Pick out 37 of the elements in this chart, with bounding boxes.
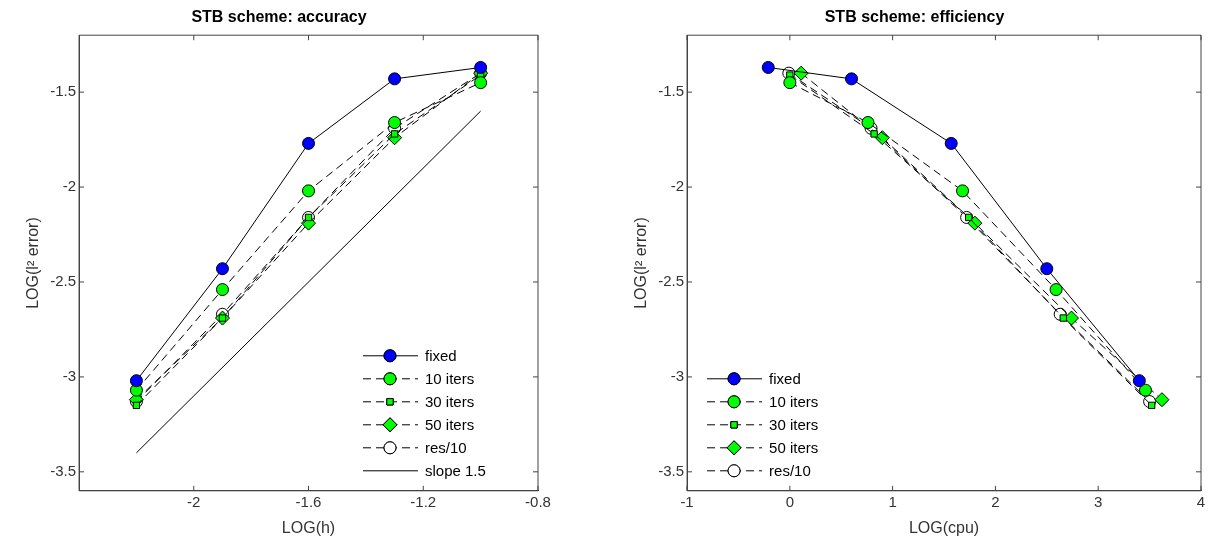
x-tick-label: 1 xyxy=(888,492,897,510)
legend-label: res/10 xyxy=(425,438,467,456)
y-tick-label: -2 xyxy=(62,177,77,195)
legend-label: res/10 xyxy=(769,461,811,479)
x-tick-label: -1.2 xyxy=(410,492,437,510)
x-tick-label: -2 xyxy=(187,492,201,510)
x-tick-label: 4 xyxy=(1196,492,1206,510)
legend-label: fixed xyxy=(425,346,457,364)
x-axis-title: LOG(cpu) xyxy=(908,518,980,536)
x-tick-label: -1 xyxy=(680,492,694,510)
legend-label: 10 iters xyxy=(425,369,475,387)
y-tick-label: -2.5 xyxy=(50,272,77,290)
legend-label: 30 iters xyxy=(425,392,475,410)
x-tick-label: 3 xyxy=(1094,492,1103,510)
x-tick-label: 2 xyxy=(991,492,1000,510)
x-tick-label: -1.6 xyxy=(295,492,322,510)
y-tick-label: -3 xyxy=(62,367,77,385)
y-tick-label: -2 xyxy=(670,177,685,195)
chart-title: STB scheme: accuracy xyxy=(191,8,367,26)
legend-label: 50 iters xyxy=(425,415,475,433)
legend-label: 30 iters xyxy=(769,415,819,433)
y-tick-label: -3.5 xyxy=(658,461,685,479)
legend-label: 50 iters xyxy=(769,438,819,456)
legend-label: fixed xyxy=(769,369,801,387)
y-tick-label: -3 xyxy=(670,367,685,385)
chart-title: STB scheme: efficiency xyxy=(824,8,1005,26)
y-axis-title: LOG(l² error) xyxy=(24,217,42,309)
legend-label: 10 iters xyxy=(769,392,819,410)
y-tick-label: -2.5 xyxy=(658,272,685,290)
x-axis-title: LOG(h) xyxy=(281,518,336,536)
x-tick-label: -0.8 xyxy=(525,492,551,510)
y-tick-label: -1.5 xyxy=(658,82,685,100)
y-axis-title: LOG(l² error) xyxy=(632,217,650,309)
y-tick-label: -3.5 xyxy=(50,461,77,479)
y-tick-label: -1.5 xyxy=(50,82,77,100)
legend-label: slope 1.5 xyxy=(425,461,486,479)
x-tick-label: 0 xyxy=(785,492,795,510)
